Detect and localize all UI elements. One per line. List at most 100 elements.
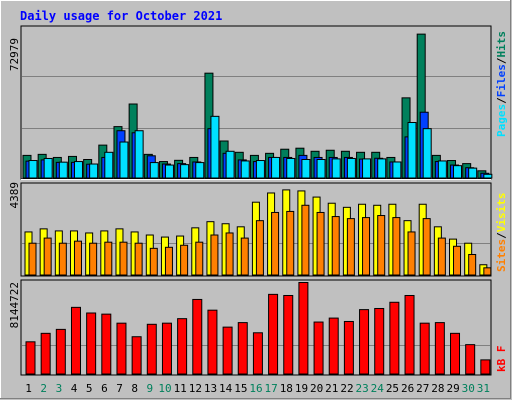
kbytes-bar-day-13	[207, 309, 218, 375]
kbytes-bar-day-19	[298, 282, 309, 375]
pages-bar-day-27	[422, 128, 432, 179]
kbytes-bar-day-23	[359, 309, 370, 375]
sites-bar-day-17	[271, 211, 280, 276]
x-tick-label-26: 26	[401, 382, 414, 395]
pages-bar-day-14	[225, 150, 235, 179]
legend-sites: Sites	[495, 239, 508, 272]
pages-bar-day-1	[28, 160, 38, 179]
kbytes-bar-day-30	[465, 344, 476, 375]
x-tick-label-27: 27	[416, 382, 429, 395]
legend-sep-3: /	[495, 232, 508, 239]
pages-bar-day-17	[271, 156, 281, 179]
x-tick-label-25: 25	[386, 382, 399, 395]
kbytes-bar-day-25	[389, 301, 400, 375]
x-tick-label-1: 1	[25, 382, 32, 395]
panel-1-max-label: 72979	[8, 38, 21, 71]
x-tick-label-19: 19	[295, 382, 308, 395]
sites-bar-day-28	[437, 237, 446, 276]
kbytes-bar-day-12	[192, 298, 203, 375]
pages-bar-day-24	[377, 158, 387, 179]
pages-bar-day-10	[164, 164, 174, 179]
x-tick-label-11: 11	[174, 382, 187, 395]
legend-sep-1: /	[495, 97, 508, 104]
x-tick-label-23: 23	[356, 382, 369, 395]
x-tick-label-20: 20	[310, 382, 323, 395]
kbytes-bar-day-5	[86, 312, 97, 375]
x-tick-label-16: 16	[249, 382, 262, 395]
kbytes-bar-day-31	[480, 359, 491, 375]
sites-bar-day-3	[58, 242, 67, 276]
kbytes-bar-day-29	[450, 332, 461, 375]
legend-visits: Visits	[495, 193, 508, 233]
pages-bar-day-26	[407, 122, 417, 179]
sites-bar-day-15	[240, 237, 249, 276]
sites-bar-day-21	[331, 216, 340, 276]
kbytes-bar-day-22	[343, 320, 354, 375]
kbytes-bar-day-28	[434, 322, 445, 375]
pages-bar-day-31	[483, 173, 493, 179]
sites-bar-day-31	[483, 267, 492, 276]
sites-bar-day-22	[346, 218, 355, 276]
sites-bar-day-16	[255, 220, 264, 276]
kbytes-bar-day-16	[252, 332, 263, 375]
sites-bar-day-8	[134, 242, 143, 276]
kbytes-bar-day-27	[419, 322, 430, 375]
sites-bar-day-2	[43, 237, 52, 276]
panel-2-max-label: 4389	[8, 182, 21, 209]
x-tick-label-29: 29	[446, 382, 459, 395]
x-tick-label-10: 10	[158, 382, 171, 395]
x-tick-label-22: 22	[340, 382, 353, 395]
kbytes-bar-day-8	[131, 336, 142, 375]
kbytes-bar-day-24	[374, 307, 385, 375]
kbytes-bar-day-1	[25, 341, 36, 375]
kbytes-bar-day-7	[116, 322, 127, 375]
x-tick-label-7: 7	[116, 382, 123, 395]
pages-bar-day-28	[437, 160, 447, 179]
panel-3-legend: kB F	[495, 346, 508, 373]
kbytes-bar-day-18	[283, 294, 294, 375]
pages-bar-day-6	[104, 151, 114, 179]
sites-bar-day-9	[149, 247, 158, 276]
sites-bar-day-19	[301, 204, 310, 276]
legend-hits: Hits	[495, 31, 508, 58]
x-tick-label-18: 18	[280, 382, 293, 395]
legend-files: Files	[495, 64, 508, 97]
sites-bar-day-20	[316, 211, 325, 276]
pages-bar-day-29	[453, 165, 463, 179]
kbytes-bar-day-4	[70, 306, 81, 375]
x-tick-label-9: 9	[147, 382, 154, 395]
pages-bar-day-25	[392, 161, 402, 179]
kbytes-bar-day-3	[55, 328, 66, 375]
pages-bar-day-12	[195, 162, 205, 179]
pages-bar-day-9	[149, 162, 159, 179]
pages-bar-day-11	[180, 164, 190, 179]
x-tick-label-13: 13	[204, 382, 217, 395]
sites-bar-day-14	[225, 232, 234, 276]
x-tick-label-15: 15	[234, 382, 247, 395]
x-tick-label-2: 2	[40, 382, 47, 395]
pages-bar-day-4	[73, 161, 83, 179]
kbytes-bar-day-9	[146, 323, 157, 375]
sites-bar-day-12	[195, 241, 204, 276]
sites-bar-day-25	[392, 217, 401, 276]
sites-bar-day-13	[210, 234, 219, 276]
kbytes-bar-day-10	[161, 322, 172, 375]
sites-bar-day-18	[286, 210, 295, 276]
panel-3-max-label: 8144722	[8, 282, 21, 328]
sites-bar-day-29	[453, 245, 462, 276]
pages-bar-day-7	[119, 141, 129, 179]
legend-sep-2: /	[495, 57, 508, 64]
sites-bar-day-6	[104, 241, 113, 276]
pages-bar-day-13	[210, 115, 220, 179]
sites-bar-day-11	[180, 244, 189, 276]
pages-bar-day-5	[89, 163, 99, 179]
pages-bar-day-22	[346, 157, 356, 179]
x-tick-label-6: 6	[101, 382, 108, 395]
chart-title: Daily usage for October 2021	[20, 9, 222, 23]
kbytes-bar-day-26	[404, 294, 415, 375]
x-tick-label-30: 30	[462, 382, 475, 395]
pages-bar-day-21	[331, 158, 341, 179]
kbytes-bar-day-15	[237, 322, 248, 375]
